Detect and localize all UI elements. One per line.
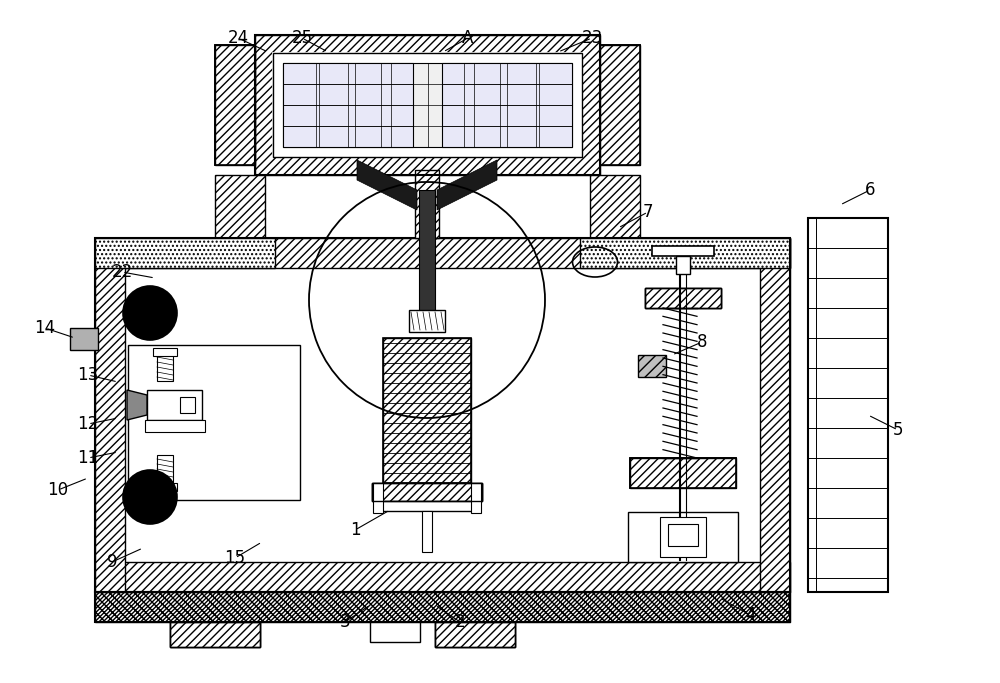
Bar xyxy=(600,45,640,165)
Bar xyxy=(215,45,255,165)
Bar xyxy=(95,238,125,592)
Bar xyxy=(652,246,714,256)
Text: 9: 9 xyxy=(107,553,117,571)
Bar xyxy=(255,35,600,175)
Bar xyxy=(125,268,760,562)
Text: 5: 5 xyxy=(893,421,903,439)
Bar xyxy=(145,420,205,432)
Polygon shape xyxy=(357,160,417,210)
Bar xyxy=(170,622,260,647)
Bar xyxy=(600,45,640,165)
Bar xyxy=(630,458,736,488)
Bar xyxy=(170,622,260,647)
Bar xyxy=(157,455,173,483)
Bar xyxy=(95,238,790,592)
Bar xyxy=(630,458,736,488)
Bar xyxy=(95,238,275,268)
Bar xyxy=(373,483,383,513)
Bar xyxy=(95,238,790,268)
Bar xyxy=(760,238,790,592)
Bar xyxy=(442,63,572,147)
Bar xyxy=(580,238,790,268)
Bar xyxy=(435,622,515,647)
Bar xyxy=(215,175,265,238)
Text: 25: 25 xyxy=(291,29,313,47)
Bar xyxy=(808,218,888,592)
Bar xyxy=(383,338,471,483)
Bar xyxy=(147,390,202,420)
Bar xyxy=(660,517,706,557)
Bar xyxy=(273,53,582,157)
Bar xyxy=(435,622,515,647)
Text: 23: 23 xyxy=(581,29,603,47)
Bar xyxy=(415,170,439,238)
Text: 3: 3 xyxy=(340,613,350,631)
Text: 8: 8 xyxy=(697,333,707,351)
Bar xyxy=(170,622,260,647)
Polygon shape xyxy=(437,160,497,210)
Bar xyxy=(70,328,98,350)
Bar xyxy=(676,256,690,274)
Bar xyxy=(370,622,420,642)
Text: A: A xyxy=(462,29,474,47)
Text: 15: 15 xyxy=(224,549,246,567)
Bar xyxy=(180,397,195,413)
Bar xyxy=(255,35,600,175)
Bar xyxy=(600,45,640,165)
Bar xyxy=(95,592,790,622)
Circle shape xyxy=(123,286,177,340)
Bar xyxy=(153,483,177,491)
Bar xyxy=(283,63,572,147)
Bar xyxy=(372,483,482,501)
Bar xyxy=(419,190,435,313)
Bar xyxy=(95,562,790,592)
Bar xyxy=(372,483,482,501)
Bar xyxy=(628,512,738,562)
Text: 14: 14 xyxy=(34,319,56,337)
Bar xyxy=(645,288,721,308)
Bar xyxy=(409,310,445,332)
Bar xyxy=(382,501,472,511)
Bar xyxy=(645,288,721,308)
Circle shape xyxy=(123,470,177,524)
Bar xyxy=(638,355,666,377)
Bar xyxy=(630,458,736,488)
Text: 7: 7 xyxy=(643,203,653,221)
Bar xyxy=(283,63,413,147)
Bar xyxy=(215,45,255,165)
Bar xyxy=(668,524,698,546)
Bar xyxy=(471,483,481,513)
Bar xyxy=(157,353,173,381)
Text: 11: 11 xyxy=(77,449,99,467)
Bar xyxy=(590,175,640,238)
Bar xyxy=(273,53,582,157)
Text: 2: 2 xyxy=(455,613,465,631)
Text: 13: 13 xyxy=(77,366,99,384)
Bar xyxy=(435,622,515,647)
Bar xyxy=(95,592,790,622)
Bar xyxy=(645,288,721,308)
Bar xyxy=(215,45,255,165)
Bar xyxy=(383,338,471,483)
Text: 4: 4 xyxy=(745,606,755,624)
Bar xyxy=(153,348,177,356)
Bar xyxy=(422,511,432,552)
Text: 22: 22 xyxy=(111,263,133,281)
Text: 6: 6 xyxy=(865,181,875,199)
Polygon shape xyxy=(127,390,147,420)
Text: 12: 12 xyxy=(77,415,99,433)
Bar xyxy=(372,483,482,501)
Text: 1: 1 xyxy=(350,521,360,539)
Bar xyxy=(128,345,300,500)
Text: 10: 10 xyxy=(47,481,69,499)
Text: 24: 24 xyxy=(227,29,249,47)
